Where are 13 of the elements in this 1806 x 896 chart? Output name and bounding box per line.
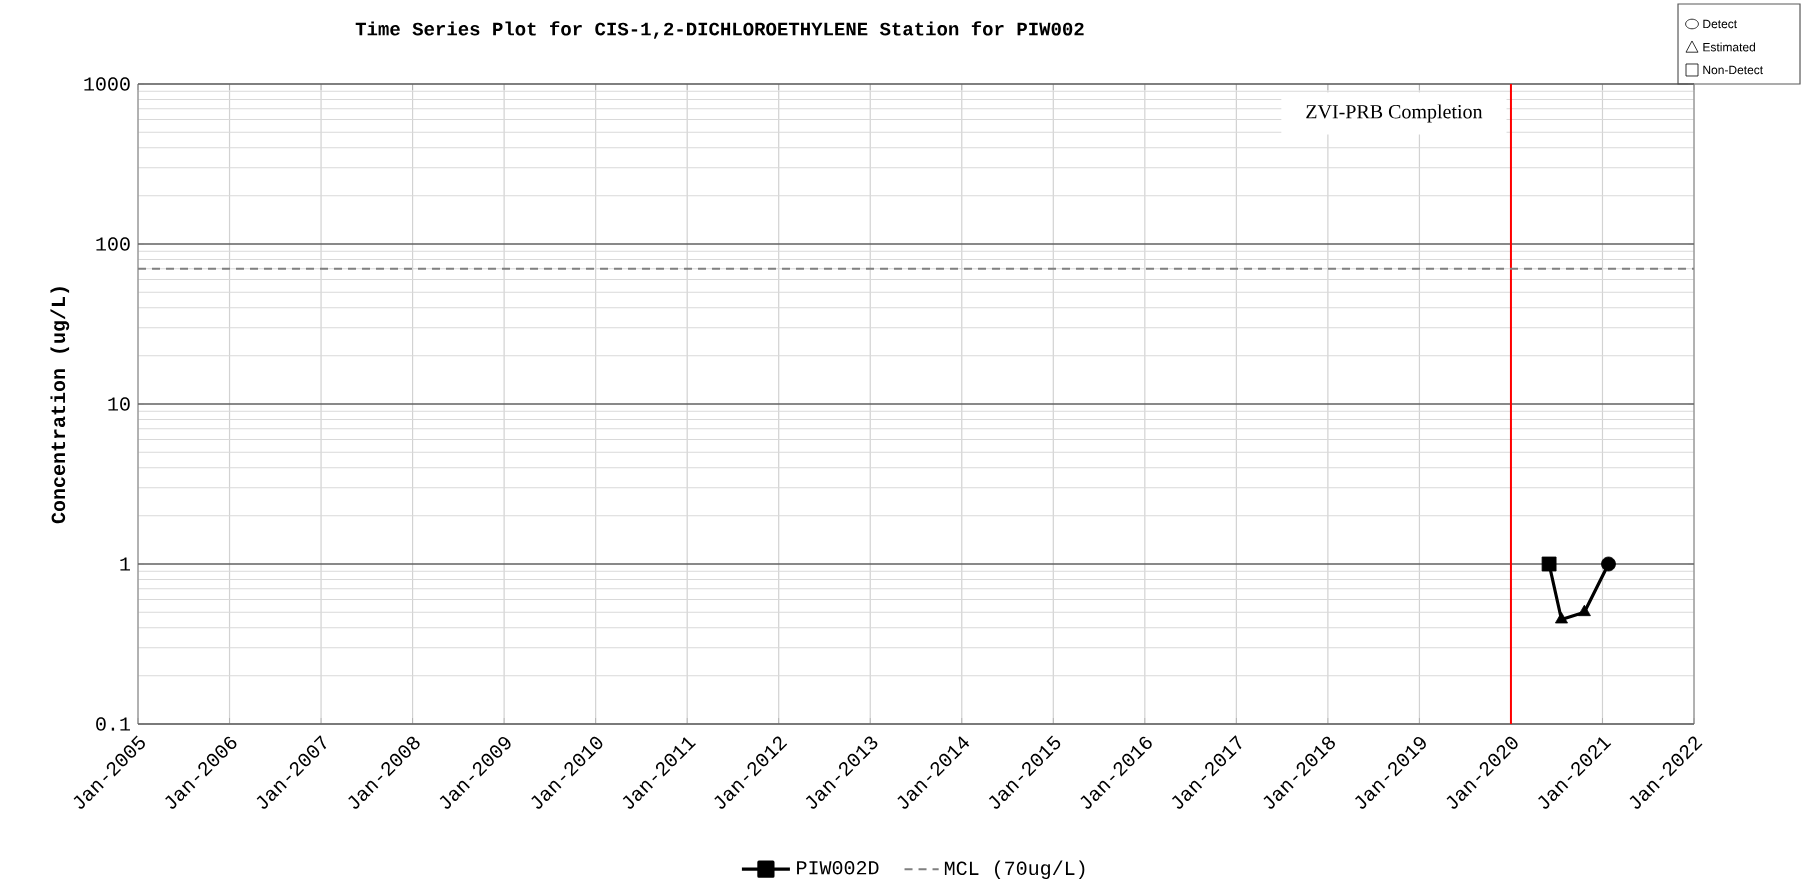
y-tick-label: 100 bbox=[96, 237, 130, 251]
ref-line-label: ZVI-PRB Completion bbox=[1306, 104, 1483, 123]
y-tick-label: 1 bbox=[120, 557, 130, 571]
legend-label: PIW002D bbox=[797, 860, 879, 875]
y-tick-label: 1000 bbox=[84, 77, 130, 91]
legend-label: MCL (70ug/L) bbox=[944, 860, 1085, 880]
y-axis-title: Concentration (ug/L) bbox=[50, 287, 70, 524]
chart-title: Time Series Plot for CIS-1,2-DICHLOROETHYLENE Station for PIW002 bbox=[355, 21, 1084, 39]
y-tick-label: 10 bbox=[108, 397, 130, 411]
text: Estimated bbox=[1703, 42, 1755, 52]
y-tick-label: 0.1 bbox=[96, 717, 130, 731]
text: Detect bbox=[1703, 19, 1738, 29]
text: Non-Detect bbox=[1703, 65, 1764, 75]
